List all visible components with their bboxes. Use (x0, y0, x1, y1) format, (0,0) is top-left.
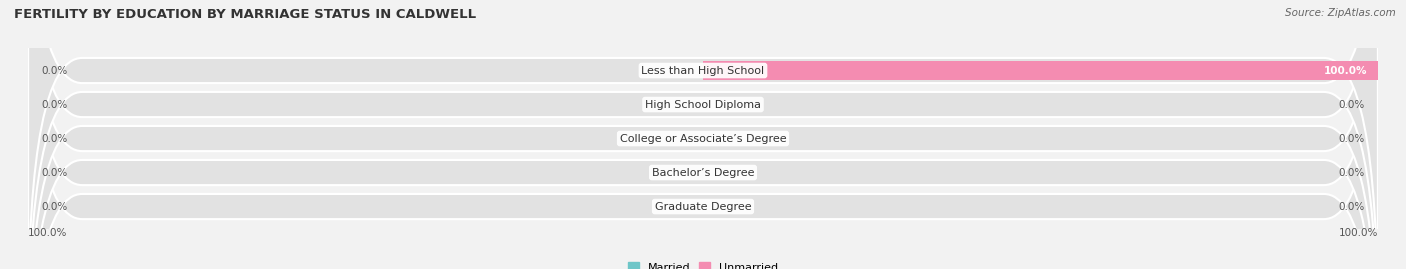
FancyBboxPatch shape (28, 0, 1378, 269)
Text: 0.0%: 0.0% (42, 100, 67, 109)
FancyBboxPatch shape (28, 0, 1378, 269)
Text: FERTILITY BY EDUCATION BY MARRIAGE STATUS IN CALDWELL: FERTILITY BY EDUCATION BY MARRIAGE STATU… (14, 8, 477, 21)
FancyBboxPatch shape (28, 0, 1378, 269)
Text: 0.0%: 0.0% (42, 66, 67, 76)
Text: 0.0%: 0.0% (42, 133, 67, 144)
Text: Bachelor’s Degree: Bachelor’s Degree (652, 168, 754, 178)
FancyBboxPatch shape (28, 0, 1378, 269)
Text: 100.0%: 100.0% (1324, 66, 1368, 76)
Text: Graduate Degree: Graduate Degree (655, 201, 751, 211)
Text: 0.0%: 0.0% (1339, 168, 1364, 178)
Text: 0.0%: 0.0% (42, 201, 67, 211)
Text: Less than High School: Less than High School (641, 66, 765, 76)
Text: 0.0%: 0.0% (1339, 201, 1364, 211)
Bar (703, 61, 1378, 80)
Legend: Married, Unmarried: Married, Unmarried (623, 258, 783, 269)
Text: High School Diploma: High School Diploma (645, 100, 761, 109)
Text: 100.0%: 100.0% (28, 228, 67, 238)
Text: Source: ZipAtlas.com: Source: ZipAtlas.com (1285, 8, 1396, 18)
FancyBboxPatch shape (28, 0, 1378, 269)
Text: 0.0%: 0.0% (42, 168, 67, 178)
Text: College or Associate’s Degree: College or Associate’s Degree (620, 133, 786, 144)
Text: 0.0%: 0.0% (1339, 133, 1364, 144)
Text: 100.0%: 100.0% (1339, 228, 1378, 238)
Text: 0.0%: 0.0% (1339, 100, 1364, 109)
